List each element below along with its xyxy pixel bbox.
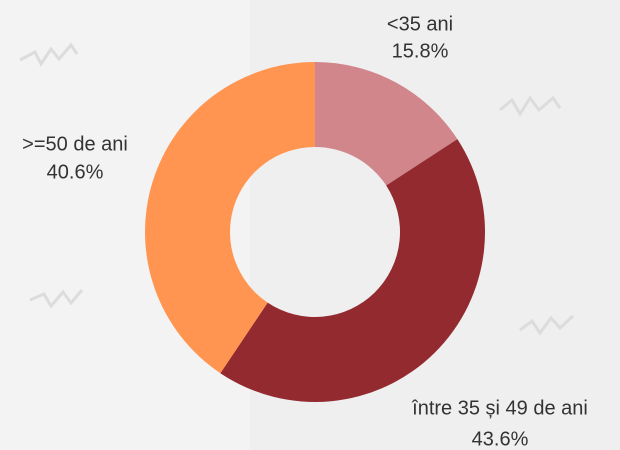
squiggle xyxy=(19,42,79,67)
slice-value-label: 40.6% xyxy=(47,161,104,183)
decoration xyxy=(19,42,575,336)
donut-slice xyxy=(145,62,315,374)
squiggle xyxy=(499,95,562,117)
slice-label: între 35 și 49 de ani xyxy=(411,397,588,419)
slice-label: <35 ani xyxy=(387,13,453,35)
slice-value-label: 15.8% xyxy=(392,40,449,62)
squiggle xyxy=(519,314,575,336)
donut-slice xyxy=(315,62,458,186)
squiggle xyxy=(29,289,84,309)
slice-label: >=50 de ani xyxy=(22,133,128,155)
donut-slice xyxy=(220,139,485,402)
slice-value-label: 43.6% xyxy=(472,428,529,450)
